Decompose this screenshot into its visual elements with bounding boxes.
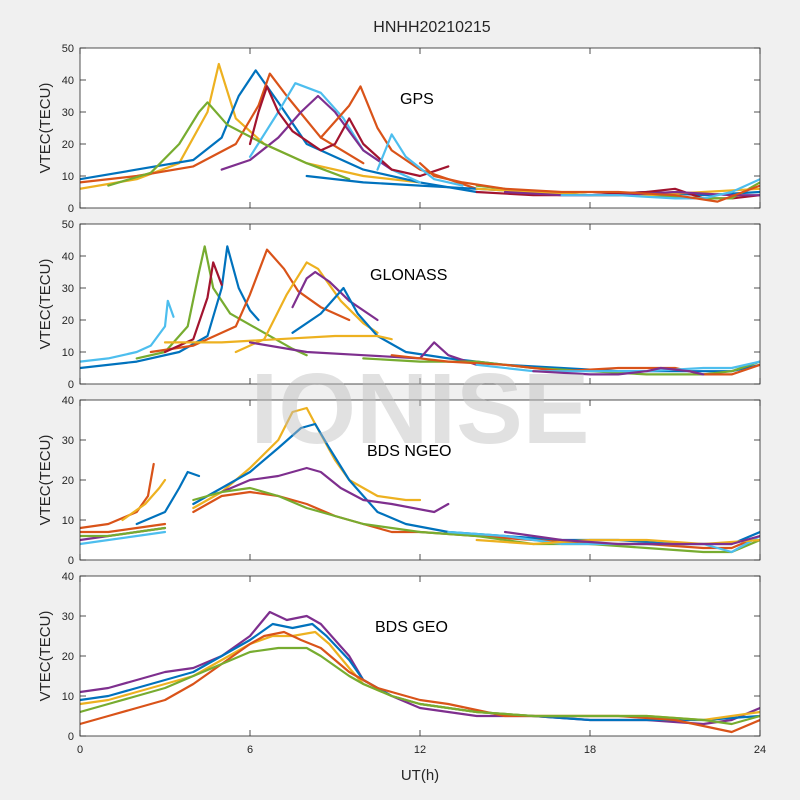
panel-3-ytick-label: 20 — [62, 475, 74, 487]
watermark: IONISE — [251, 353, 590, 465]
panel-3-ytick-label: 40 — [62, 395, 74, 407]
panel-2-ylabel: VTEC(TECU) — [37, 259, 54, 350]
panel-1-series-2 — [80, 69, 478, 194]
panel-1-ytick-label: 10 — [62, 171, 74, 183]
panel-4-ytick-label: 30 — [62, 611, 74, 623]
panel-3-ytick-label: 0 — [68, 555, 74, 567]
panel-4-ylabel: VTEC(TECU) — [37, 611, 54, 702]
panel-1-series-group — [80, 62, 760, 203]
panel-2-ytick-label: 0 — [68, 379, 74, 391]
panel-4-xtick-label: 24 — [754, 744, 766, 756]
panel-3-series-3 — [135, 470, 201, 526]
panel-3-system-label: BDS NGEO — [367, 443, 451, 460]
panel-2-series-2 — [135, 245, 308, 360]
panel-2-series-9 — [163, 334, 393, 344]
figure-title: HNHH20210215 — [373, 19, 491, 36]
panel-4-series-group — [80, 610, 760, 734]
panel-2-ytick-label: 20 — [62, 315, 74, 327]
panel-1-series-5 — [220, 94, 393, 171]
subplots: 0 10 20 30 40 50 VTEC(TECU) GPS 0 10 20 30 40 50 VTEC(… — [37, 43, 766, 784]
panel-3-series-2 — [121, 478, 167, 522]
panel-3-series-group — [80, 406, 760, 554]
panel-2-series-4 — [149, 248, 351, 354]
panel-4-system-label: BDS GEO — [375, 619, 448, 636]
panel-4-axes-background — [80, 576, 760, 736]
panel-1-series-16 — [418, 162, 760, 203]
panel-3-axes-background — [80, 400, 760, 560]
panel-3-series-7 — [80, 530, 167, 546]
panel-2-series-1 — [80, 299, 175, 363]
panel-2-ytick-label: 40 — [62, 251, 74, 263]
panel-1-series-1 — [80, 62, 422, 190]
panel-3-series-6 — [80, 526, 167, 538]
panel-4-xlabel: UT(h) — [401, 767, 439, 784]
panel-2-series-group — [80, 245, 760, 376]
panel-1-ytick-label: 0 — [68, 203, 74, 215]
panel-1-series-9 — [376, 133, 464, 187]
panel-4-xtick-label: 0 — [77, 744, 83, 756]
panel-3-series-11 — [192, 490, 760, 550]
panel-4-ytick-label: 40 — [62, 571, 74, 583]
panel-2-series-8 — [291, 286, 760, 373]
panel-3-ylabel: VTEC(TECU) — [37, 435, 54, 526]
panel-1-ylabel: VTEC(TECU) — [37, 83, 54, 174]
panel-2-ytick-label: 50 — [62, 219, 74, 231]
panel-4-series-5 — [80, 646, 760, 726]
panel-1-series-7 — [248, 85, 450, 178]
panel-1-series-6 — [107, 101, 351, 187]
panel-2-ytick-label: 30 — [62, 283, 74, 295]
panel-2-system-label: GLONASS — [370, 267, 447, 284]
panel-1-ytick-label: 50 — [62, 43, 74, 55]
panel-4-xtick-label: 12 — [414, 744, 426, 756]
panel-3-series-1 — [80, 462, 155, 530]
panel-3-ytick-label: 10 — [62, 515, 74, 527]
panel-4-ytick-label: 10 — [62, 691, 74, 703]
panel-1-ytick-label: 40 — [62, 75, 74, 87]
panel-2-ytick-label: 10 — [62, 347, 74, 359]
panel-4-series-2 — [80, 622, 760, 722]
panel-1-system-label: GPS — [400, 91, 434, 108]
panel-3-ytick-label: 30 — [62, 435, 74, 447]
panel-4-ytick-label: 20 — [62, 651, 74, 663]
panel-1-ytick-label: 30 — [62, 107, 74, 119]
panel-1: 0 10 20 30 40 50 VTEC(TECU) GPS — [37, 43, 761, 215]
panel-3: 0 10 20 30 40 VTEC(TECU) BDS NGEO — [37, 395, 761, 567]
panel-4-ytick-label: 0 — [68, 731, 74, 743]
panel-2-series-6 — [291, 270, 379, 322]
panel-1-axes-background — [80, 48, 760, 208]
panel-4-xtick-label: 6 — [247, 744, 253, 756]
panel-2: 0 10 20 30 40 50 VTEC(TECU) GLONASS — [37, 219, 761, 391]
panel-4: 0 10 20 30 40 0 6 12 18 24 VTEC(TECU) BDS GEO UT(h) — [37, 571, 766, 784]
panel-1-series-3 — [80, 72, 365, 184]
panel-2-series-12 — [390, 354, 760, 376]
panel-2-series-14 — [532, 366, 705, 376]
panel-1-ytick-label: 20 — [62, 139, 74, 151]
panel-4-xtick-label: 18 — [584, 744, 596, 756]
panel-3-series-15 — [503, 530, 760, 546]
panel-3-series-10 — [220, 466, 450, 514]
panel-3-series-4 — [80, 522, 167, 534]
panel-3-series-8 — [192, 406, 422, 510]
panel-3-series-12 — [192, 486, 760, 554]
panel-3-series-9 — [192, 422, 760, 546]
panel-2-series-5 — [234, 261, 379, 354]
